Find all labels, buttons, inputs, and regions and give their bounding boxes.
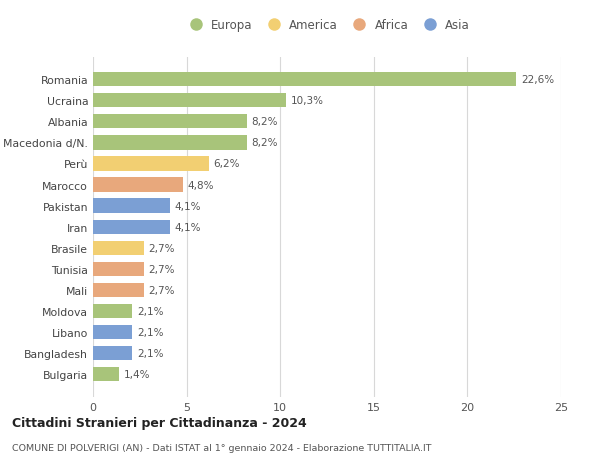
Text: 4,8%: 4,8% — [188, 180, 214, 190]
Text: COMUNE DI POLVERIGI (AN) - Dati ISTAT al 1° gennaio 2024 - Elaborazione TUTTITAL: COMUNE DI POLVERIGI (AN) - Dati ISTAT al… — [12, 443, 431, 452]
Bar — [93, 115, 247, 129]
Text: 8,2%: 8,2% — [251, 117, 278, 127]
Bar — [93, 304, 133, 319]
Text: 8,2%: 8,2% — [251, 138, 278, 148]
Bar — [93, 367, 119, 381]
Text: 10,3%: 10,3% — [290, 96, 323, 106]
Bar — [93, 325, 133, 340]
Text: 2,7%: 2,7% — [148, 243, 175, 253]
Bar — [93, 262, 143, 276]
Bar — [93, 283, 143, 297]
Text: 2,7%: 2,7% — [148, 285, 175, 295]
Text: 2,1%: 2,1% — [137, 348, 163, 358]
Legend: Europa, America, Africa, Asia: Europa, America, Africa, Asia — [184, 19, 470, 32]
Text: 22,6%: 22,6% — [521, 75, 554, 85]
Text: 6,2%: 6,2% — [214, 159, 240, 169]
Bar — [93, 199, 170, 213]
Text: 2,1%: 2,1% — [137, 306, 163, 316]
Bar — [93, 157, 209, 171]
Bar — [93, 178, 183, 192]
Bar — [93, 220, 170, 235]
Bar — [93, 73, 516, 87]
Text: 4,1%: 4,1% — [175, 222, 201, 232]
Bar — [93, 241, 143, 255]
Bar — [93, 94, 286, 108]
Bar — [93, 346, 133, 361]
Text: 4,1%: 4,1% — [175, 201, 201, 211]
Text: 1,4%: 1,4% — [124, 369, 151, 380]
Text: Cittadini Stranieri per Cittadinanza - 2024: Cittadini Stranieri per Cittadinanza - 2… — [12, 416, 307, 429]
Text: 2,7%: 2,7% — [148, 264, 175, 274]
Bar — [93, 136, 247, 150]
Text: 2,1%: 2,1% — [137, 327, 163, 337]
